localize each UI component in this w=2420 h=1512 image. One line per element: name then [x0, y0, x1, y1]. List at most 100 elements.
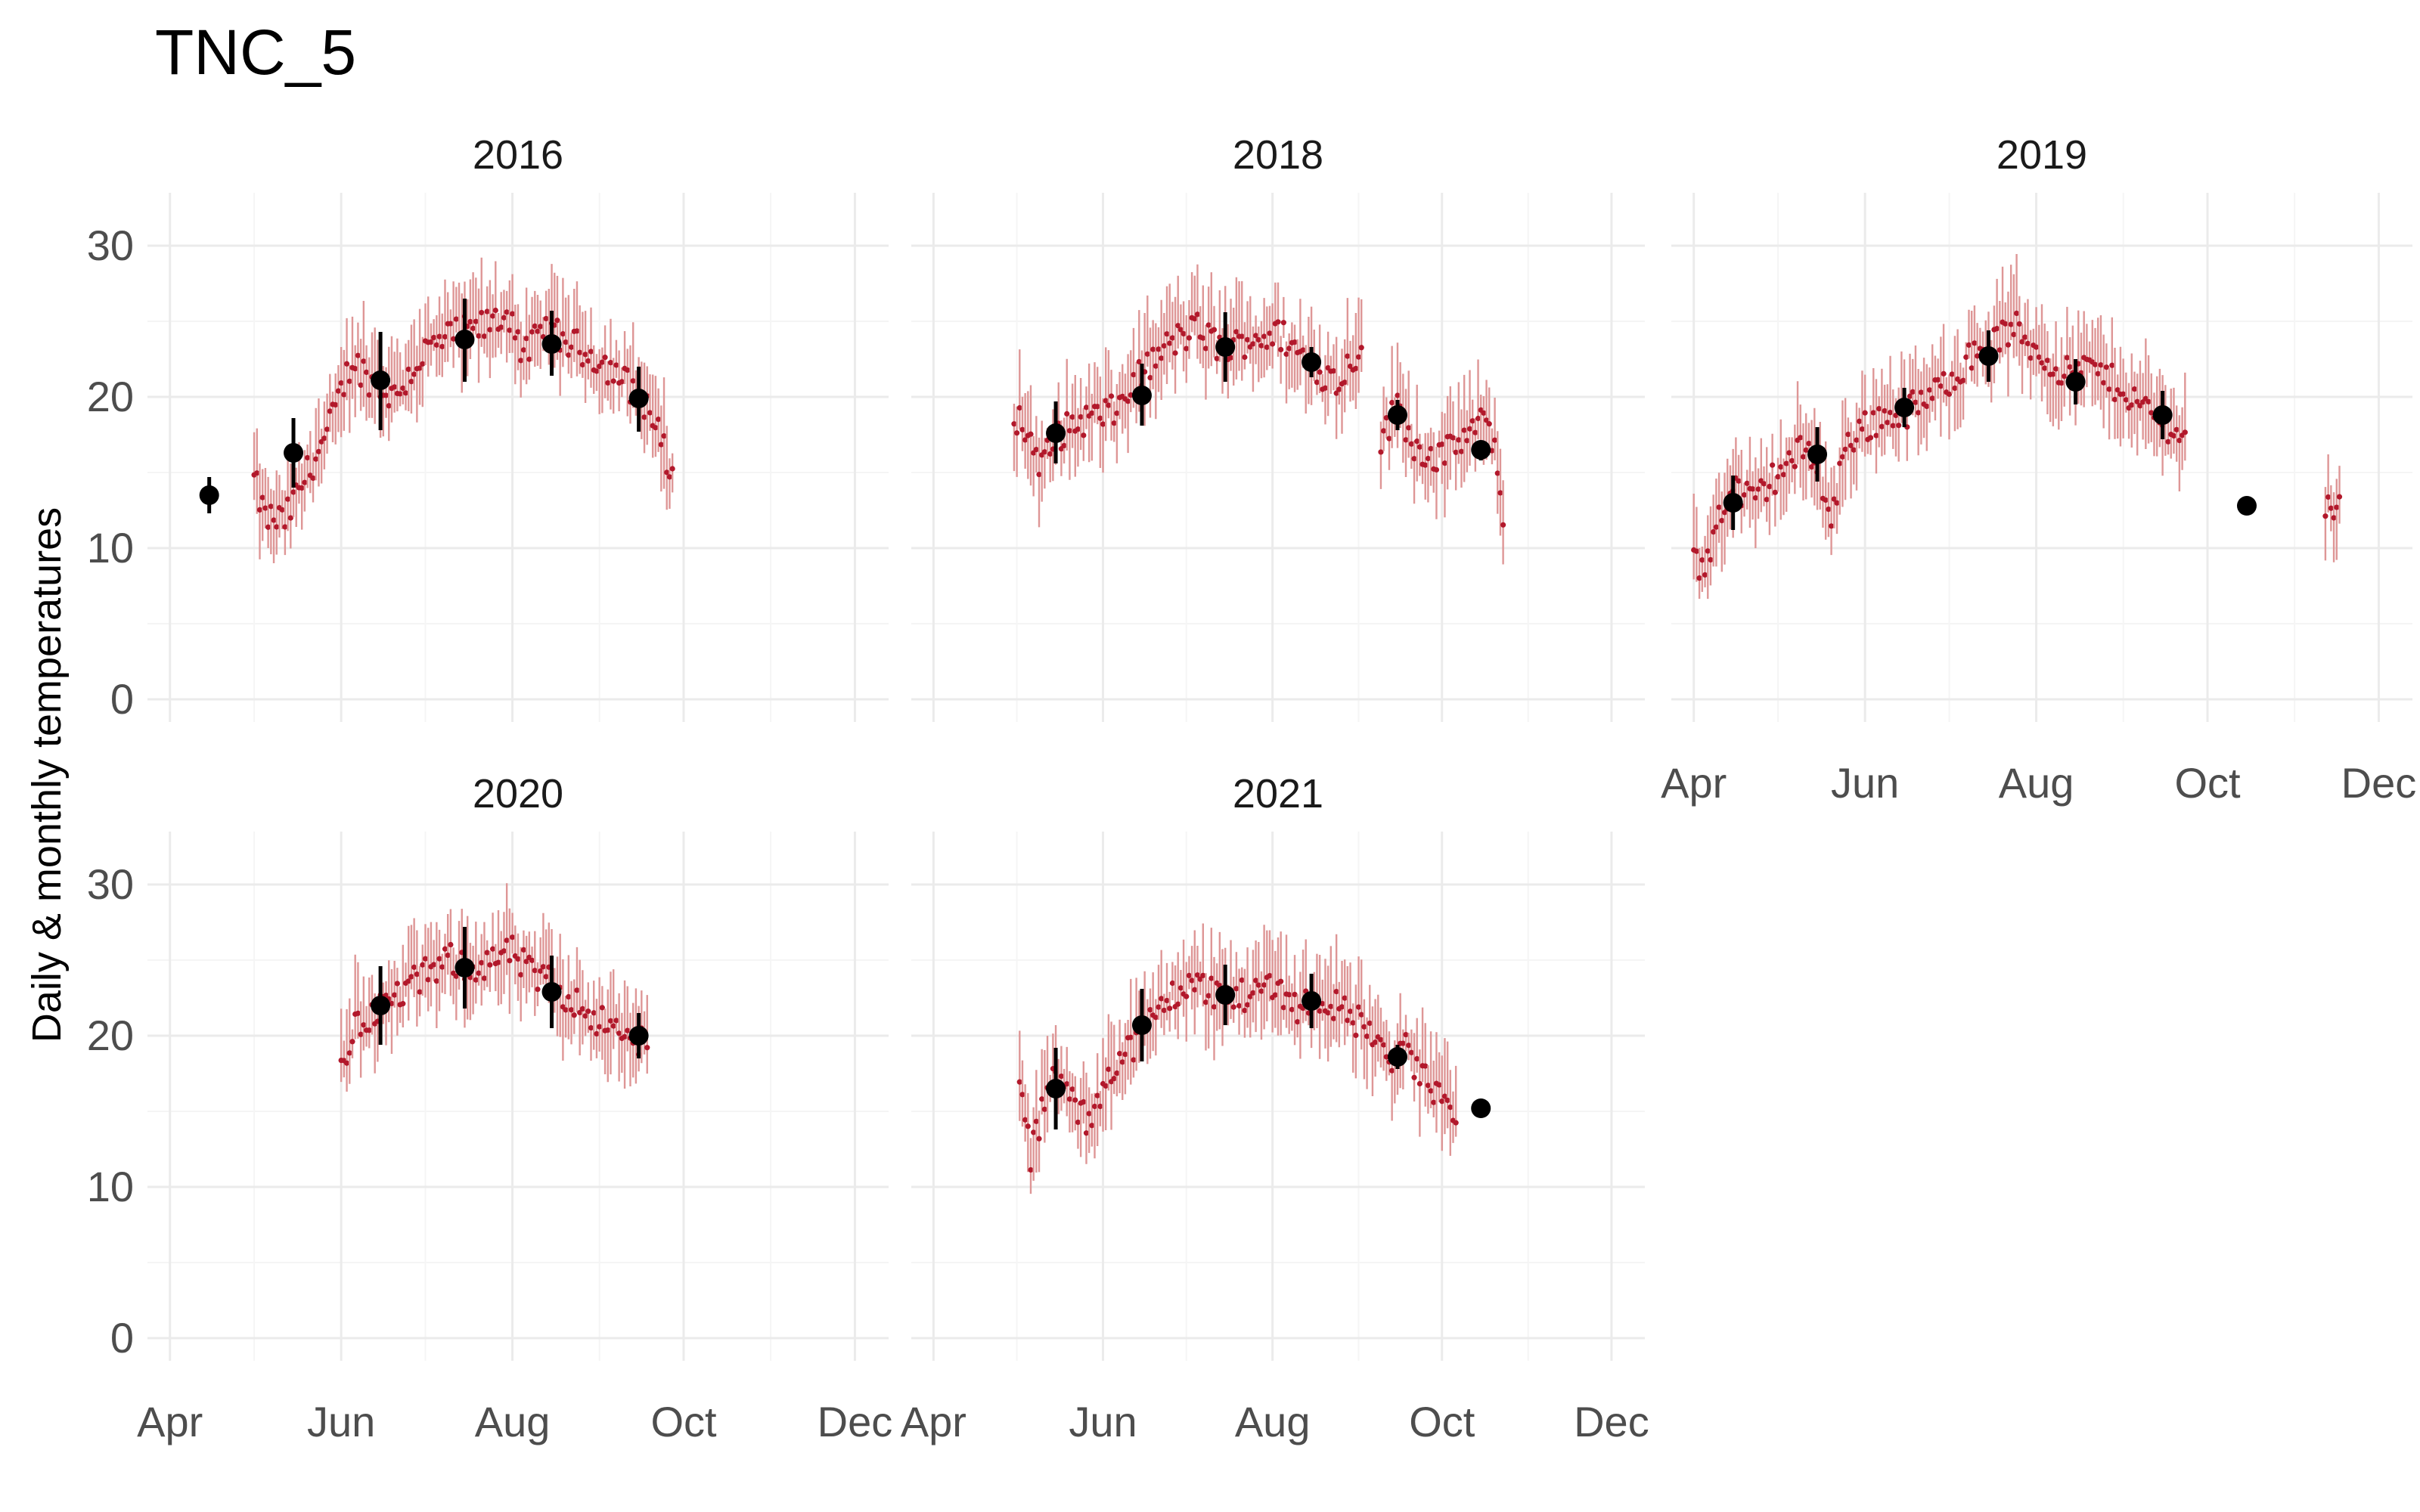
daily-point: [2109, 362, 2115, 368]
panel-2016: 2016 0 10 20 30: [87, 132, 889, 723]
daily-point: [2013, 310, 2020, 317]
daily-point: [1131, 1057, 1137, 1063]
daily-point: [2008, 321, 2014, 327]
daily-point: [268, 503, 274, 510]
daily-point: [1192, 987, 1198, 993]
daily-point: [271, 517, 277, 523]
daily-point: [1202, 999, 1209, 1005]
y-tick-label: 20: [87, 1012, 134, 1059]
daily-point: [605, 380, 611, 386]
daily-point: [2173, 426, 2180, 432]
daily-point: [563, 1007, 569, 1013]
daily-point: [1164, 331, 1170, 337]
daily-point: [2064, 355, 2071, 361]
daily-point: [1244, 336, 1251, 342]
daily-point: [1389, 1067, 1395, 1074]
daily-point: [1741, 492, 1748, 498]
daily-point: [481, 975, 488, 981]
daily-point: [1236, 1002, 1243, 1009]
daily-point: [1328, 1003, 1334, 1009]
daily-point: [366, 1027, 372, 1033]
daily-point: [1255, 982, 1261, 988]
daily-point: [1839, 454, 1846, 460]
daily-point: [1011, 421, 1017, 427]
daily-point: [1192, 316, 1198, 322]
monthly-point: [1387, 405, 1407, 425]
panel-2020: 2020 0 10 20 30 Apr Jun Aug Oct Dec: [87, 771, 893, 1445]
daily-point: [1436, 1082, 1442, 1088]
daily-point: [1910, 389, 1916, 395]
daily-point: [1039, 1096, 1045, 1102]
daily-point: [1106, 1066, 1112, 1072]
daily-point: [515, 329, 521, 335]
daily-point: [1350, 1020, 1356, 1026]
daily-point: [1425, 1083, 1432, 1089]
daily-point: [597, 363, 603, 370]
daily-series: [338, 883, 650, 1092]
daily-point: [1150, 346, 1156, 352]
monthly-point: [2236, 496, 2257, 516]
daily-point: [1064, 411, 1070, 417]
daily-point: [1147, 1007, 1153, 1013]
daily-point: [1345, 1018, 1351, 1024]
daily-point: [1016, 1079, 1022, 1085]
daily-point: [2176, 438, 2183, 444]
daily-point: [1300, 347, 1306, 353]
daily-point: [1255, 336, 1261, 343]
daily-point: [355, 352, 361, 358]
daily-point: [515, 956, 521, 962]
daily-point: [1358, 345, 1364, 351]
daily-point: [1280, 1005, 1286, 1011]
daily-point: [1764, 497, 1770, 503]
daily-point: [509, 311, 516, 317]
daily-point: [1036, 472, 1042, 478]
daily-point: [1411, 1074, 1417, 1080]
daily-point: [2165, 438, 2171, 445]
daily-point: [431, 962, 437, 968]
daily-point: [619, 379, 625, 385]
y-tick-label: 10: [87, 1163, 134, 1210]
daily-point: [1461, 427, 1467, 433]
daily-point: [1406, 425, 1412, 431]
daily-point: [287, 515, 293, 521]
daily-point: [1450, 435, 1457, 441]
daily-point: [361, 1022, 367, 1028]
daily-point: [543, 315, 549, 322]
daily-point: [585, 358, 591, 364]
daily-point: [1128, 1034, 1134, 1040]
daily-point: [1081, 1098, 1087, 1105]
daily-point: [2067, 364, 2073, 370]
daily-point: [1775, 474, 1781, 480]
daily-point: [400, 1001, 406, 1007]
daily-point: [585, 1009, 591, 1015]
daily-point: [436, 333, 442, 339]
daily-point: [352, 366, 358, 372]
daily-point: [1283, 351, 1289, 358]
daily-point: [265, 524, 271, 530]
daily-point: [1353, 365, 1359, 372]
daily-point: [554, 318, 560, 324]
daily-point: [1200, 972, 1206, 978]
monthly-point: [628, 1026, 649, 1046]
daily-point: [1114, 411, 1120, 417]
daily-point: [1317, 1008, 1323, 1014]
daily-point: [1870, 410, 1876, 416]
monthly-point: [2152, 405, 2173, 425]
daily-point: [1491, 437, 1498, 443]
daily-point: [1136, 358, 1142, 365]
daily-point: [1227, 355, 1234, 361]
daily-point: [262, 505, 268, 511]
daily-point: [1716, 504, 1722, 510]
daily-point: [1441, 460, 1448, 466]
daily-point: [1075, 1119, 1081, 1126]
daily-point: [442, 946, 448, 952]
x-tick-label: Oct: [2174, 759, 2241, 807]
daily-point: [1433, 466, 1440, 473]
daily-point: [1184, 993, 1190, 999]
daily-point: [1845, 431, 1851, 438]
daily-point: [1466, 426, 1473, 432]
daily-point: [302, 479, 308, 485]
daily-point: [1946, 391, 1953, 398]
daily-point: [1275, 319, 1281, 325]
daily-point: [1078, 414, 1084, 420]
